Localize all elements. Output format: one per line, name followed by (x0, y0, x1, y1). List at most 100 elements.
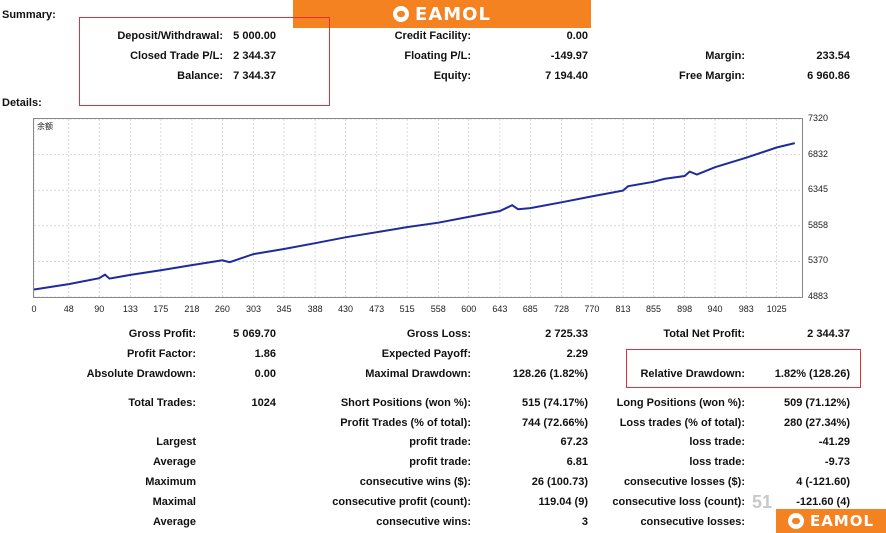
detail-row-label: Maximal (152, 496, 196, 508)
brand-banner-bottom: EAMOL (776, 509, 886, 533)
detail-row-right-label: loss trade: (689, 436, 745, 448)
gross-loss-value: 2 725.33 (545, 328, 588, 340)
x-tick-label: 983 (738, 304, 754, 314)
detail-row-label: Average (152, 516, 196, 528)
brand-name-bottom: EAMOL (809, 512, 875, 530)
free-margin-label: Free Margin: (678, 70, 745, 82)
floating-value: -149.97 (550, 50, 588, 62)
x-tick-label: 90 (94, 304, 105, 314)
deposit-value: 5 000.00 (233, 30, 276, 42)
relative-drawdown-value: 1.82% (128.26) (774, 368, 850, 380)
brand-banner: EAMOL (293, 0, 591, 28)
x-tick-label: 133 (122, 304, 138, 314)
detail-row-label: Largest (156, 436, 196, 448)
short-positions-label: Short Positions (won %): (340, 397, 471, 409)
brand-logo-icon (393, 6, 410, 22)
expected-payoff-value: 2.29 (566, 348, 588, 360)
profit-trades-value: 744 (72.66%) (521, 417, 588, 429)
x-tick-label: 218 (184, 304, 200, 314)
summary-highlight-box (79, 17, 330, 106)
x-tick-label: 345 (276, 304, 292, 314)
detail-row-right-label: loss trade: (689, 456, 745, 468)
watermark: 51 (752, 492, 773, 512)
x-tick-label: 1025 (766, 304, 787, 314)
net-profit-value: 2 344.37 (807, 328, 850, 340)
total-trades-value: 1024 (251, 397, 276, 409)
detail-row-mid-label: consecutive wins: (376, 516, 471, 528)
total-trades-label: Total Trades: (128, 397, 196, 409)
x-tick-label: 303 (246, 304, 262, 314)
equity-value: 7 194.40 (545, 70, 588, 82)
y-tick-label: 5370 (808, 255, 829, 266)
expected-payoff-label: Expected Payoff: (381, 348, 471, 360)
detail-row-mid-value: 67.23 (560, 436, 588, 448)
detail-row-right-value: -9.73 (824, 456, 850, 468)
balance-chart-svg (33, 118, 802, 298)
x-tick-label: 855 (645, 304, 661, 314)
detail-row-label: Maximum (145, 476, 196, 488)
y-tick-label: 5858 (808, 219, 829, 230)
loss-trades-label: Loss trades (% of total): (619, 417, 745, 429)
x-tick-label: 643 (492, 304, 508, 314)
balance-chart (33, 118, 803, 298)
y-tick-label: 7320 (808, 113, 829, 123)
brand-name: EAMOL (415, 3, 491, 25)
margin-value: 233.54 (816, 50, 850, 62)
credit-value: 0.00 (566, 30, 588, 42)
summary-title: Summary: (2, 9, 56, 21)
detail-row-right-label: consecutive loss (count): (612, 496, 745, 508)
x-tick-label: 558 (430, 304, 446, 314)
x-tick-label: 260 (214, 304, 230, 314)
detail-row-mid-label: profit trade: (409, 456, 471, 468)
x-tick-label: 388 (307, 304, 323, 314)
long-positions-value: 509 (71.12%) (783, 397, 850, 409)
closed-trade-label: Closed Trade P/L: (130, 50, 223, 62)
detail-row-mid-label: profit trade: (409, 436, 471, 448)
y-tick-label: 6345 (808, 184, 829, 195)
detail-row-mid-value: 119.04 (9) (538, 496, 588, 508)
detail-row-mid-label: consecutive wins ($): (359, 476, 471, 488)
x-tick-label: 430 (338, 304, 354, 314)
x-tick-label: 940 (707, 304, 723, 314)
details-title: Details: (2, 97, 42, 109)
closed-trade-value: 2 344.37 (233, 50, 276, 62)
x-tick-label: 685 (522, 304, 538, 314)
credit-label: Credit Facility: (394, 30, 471, 42)
brand-logo-icon (787, 513, 804, 529)
balance-value: 7 344.37 (233, 70, 276, 82)
balance-series-line (33, 142, 796, 291)
y-tick-label: 4883 (808, 291, 829, 301)
short-positions-value: 515 (74.17%) (521, 397, 588, 409)
profit-trades-label: Profit Trades (% of total): (340, 417, 471, 429)
x-tick-label: 473 (369, 304, 385, 314)
maximal-drawdown-label: Maximal Drawdown: (365, 368, 471, 380)
net-profit-label: Total Net Profit: (663, 328, 745, 340)
detail-row-right-value: 4 (-121.60) (796, 476, 850, 488)
y-tick-label: 6832 (808, 148, 829, 159)
detail-row-mid-value: 26 (100.73) (531, 476, 588, 488)
profit-factor-value: 1.86 (254, 348, 276, 360)
absolute-drawdown-label: Absolute Drawdown: (86, 368, 196, 380)
deposit-label: Deposit/Withdrawal: (117, 30, 223, 42)
free-margin-value: 6 960.86 (807, 70, 850, 82)
x-tick-label: 175 (153, 304, 169, 314)
detail-row-right-value: -41.29 (818, 436, 850, 448)
balance-label: Balance: (177, 70, 223, 82)
x-tick-label: 515 (399, 304, 415, 314)
x-tick-label: 728 (553, 304, 569, 314)
maximal-drawdown-value: 128.26 (1.82%) (512, 368, 588, 380)
gross-profit-value: 5 069.70 (233, 328, 276, 340)
x-tick-label: 600 (461, 304, 477, 314)
relative-drawdown-highlight-box (626, 349, 861, 388)
gross-loss-label: Gross Loss: (406, 328, 471, 340)
long-positions-label: Long Positions (won %): (616, 397, 745, 409)
detail-row-mid-value: 3 (581, 516, 588, 528)
equity-label: Equity: (433, 70, 471, 82)
detail-row-label: Average (152, 456, 196, 468)
x-tick-label: 813 (615, 304, 631, 314)
margin-label: Margin: (705, 50, 745, 62)
x-tick-label: 770 (584, 304, 600, 314)
x-tick-label: 48 (63, 304, 74, 314)
gross-profit-label: Gross Profit: (128, 328, 196, 340)
detail-row-mid-value: 6.81 (566, 456, 588, 468)
